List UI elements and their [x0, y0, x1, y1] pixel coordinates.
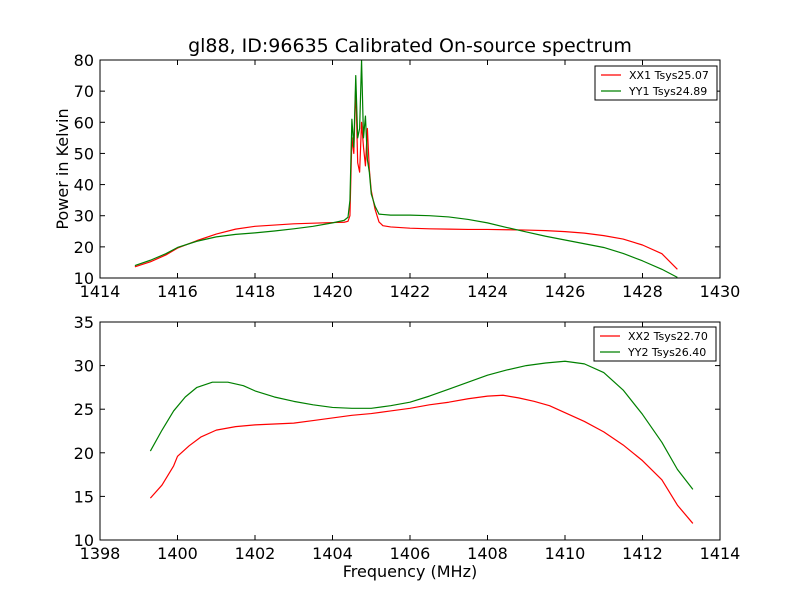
y-tick-label: 20 [74, 238, 94, 257]
y-tick-label: 20 [74, 444, 94, 463]
bottom-panel: Frequency (MHz) 1398 1400 1402 1404 1406 1408… [74, 313, 741, 581]
series-line-yy1 [134, 60, 678, 278]
x-tick-label: 1412 [622, 544, 663, 563]
y-tick-label: 80 [74, 51, 94, 70]
chart-title: gl88, ID:96635 Calibrated On-source spec… [188, 35, 632, 57]
y-tick-label: 50 [74, 144, 94, 163]
legend-entry: YY2 Tsys26.40 [627, 346, 706, 359]
legend-box [593, 326, 717, 362]
x-tick-label: 1398 [80, 544, 121, 563]
y-tick-label: 10 [74, 531, 94, 550]
legend-box [594, 65, 718, 101]
top-panel: gl88, ID:96635 Calibrated On-source spec… [53, 35, 740, 301]
x-tick-label: 1406 [390, 544, 431, 563]
legend-entry: YY1 Tsys24.89 [628, 85, 707, 98]
x-tick-label: 1410 [545, 544, 586, 563]
top-plot-area: 1414 1416 1418 1420 1422 1424 1426 1428 1430 10 20… [74, 51, 741, 301]
y-tick-label: 40 [74, 176, 94, 195]
x-tick-label: 1402 [235, 544, 276, 563]
x-tick-label: 1430 [700, 282, 741, 301]
legend-entry: XX1 Tsys25.07 [629, 69, 709, 82]
legend-entry: XX2 Tsys22.70 [628, 330, 708, 343]
x-tick-label: 1414 [700, 544, 741, 563]
bottom-plot-area: 1398 1400 1402 1404 1406 1408 1410 1412 1414 10 15… [74, 313, 741, 563]
x-tick-label: 1418 [235, 282, 276, 301]
x-tick-label: 1428 [622, 282, 663, 301]
x-tick-label: 1404 [312, 544, 353, 563]
y-axis-label: Power in Kelvin [53, 108, 72, 229]
series-line-yy2 [149, 360, 694, 490]
x-axis-label: Frequency (MHz) [343, 562, 477, 581]
y-tick-label: 30 [74, 207, 94, 226]
x-tick-label: 1426 [545, 282, 586, 301]
x-tick-label: 1400 [157, 544, 198, 563]
y-tick-label: 15 [74, 487, 94, 506]
x-tick-label: 1414 [80, 282, 121, 301]
y-tick-label: 60 [74, 113, 94, 132]
series-line-xx1 [134, 84, 678, 270]
y-tick-label: 25 [74, 400, 94, 419]
x-tick-label: 1422 [390, 282, 431, 301]
y-tick-label: 10 [74, 269, 94, 288]
x-tick-label: 1416 [157, 282, 198, 301]
legend: XX1 Tsys25.07 YY1 Tsys24.89 [594, 65, 718, 101]
y-tick-label: 30 [74, 357, 94, 376]
series-line-xx2 [149, 394, 694, 524]
legend: XX2 Tsys22.70 YY2 Tsys26.40 [593, 326, 717, 362]
x-tick-label: 1408 [467, 544, 508, 563]
x-tick-label: 1420 [312, 282, 353, 301]
y-tick-label: 70 [74, 82, 94, 101]
y-tick-label: 35 [74, 313, 94, 332]
x-tick-label: 1424 [467, 282, 508, 301]
